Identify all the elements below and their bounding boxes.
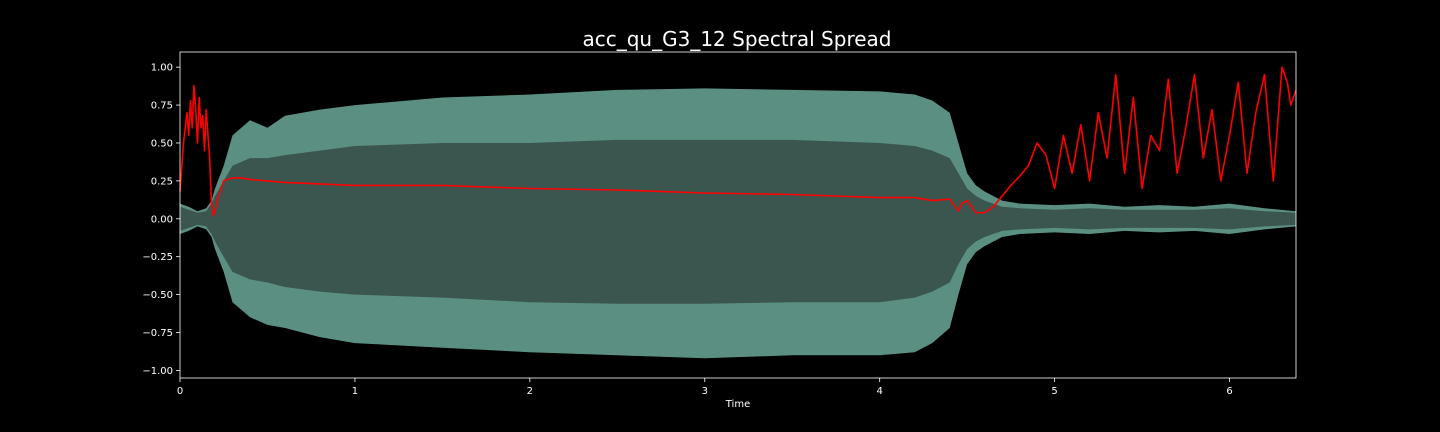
- spectral-spread-layer: [179, 66, 1297, 217]
- x-axis-label: Time: [725, 399, 750, 410]
- x-tick-label: 6: [1226, 386, 1232, 397]
- y-tick-label: 1.00: [151, 63, 173, 74]
- y-tick-label: 0.75: [151, 101, 173, 112]
- x-tick-label: 0: [177, 386, 183, 397]
- axes-frame: [179, 51, 1297, 379]
- y-tick-label: 0.50: [151, 138, 173, 149]
- y-axis-ticks: 1.00 0.75 0.50 0.25 0.00 −0.25 −0.50 −0.75 −1.00: [142, 63, 180, 377]
- chart-title: acc_qu_G3_12 Spectral Spread: [582, 27, 891, 51]
- waveform-layer: [180, 88, 1296, 359]
- y-tick-label: 0.25: [151, 176, 173, 187]
- y-tick-label: −0.75: [142, 328, 173, 339]
- x-tick-label: 3: [702, 386, 708, 397]
- y-tick-label: −0.50: [142, 290, 173, 301]
- x-tick-label: 1: [352, 386, 358, 397]
- plot-area: [179, 66, 1297, 359]
- spectral-spread-line: [179, 66, 1297, 217]
- y-tick-label: 0.00: [151, 214, 173, 225]
- y-tick-label: −1.00: [142, 366, 173, 377]
- x-tick-label: 4: [876, 386, 882, 397]
- y-tick-label: −0.25: [142, 252, 173, 263]
- x-tick-label: 5: [1051, 386, 1057, 397]
- x-tick-label: 2: [527, 386, 533, 397]
- x-axis-ticks: 0 1 2 3 4 5 6: [177, 378, 1233, 397]
- waveform-inner-band: [180, 139, 1296, 304]
